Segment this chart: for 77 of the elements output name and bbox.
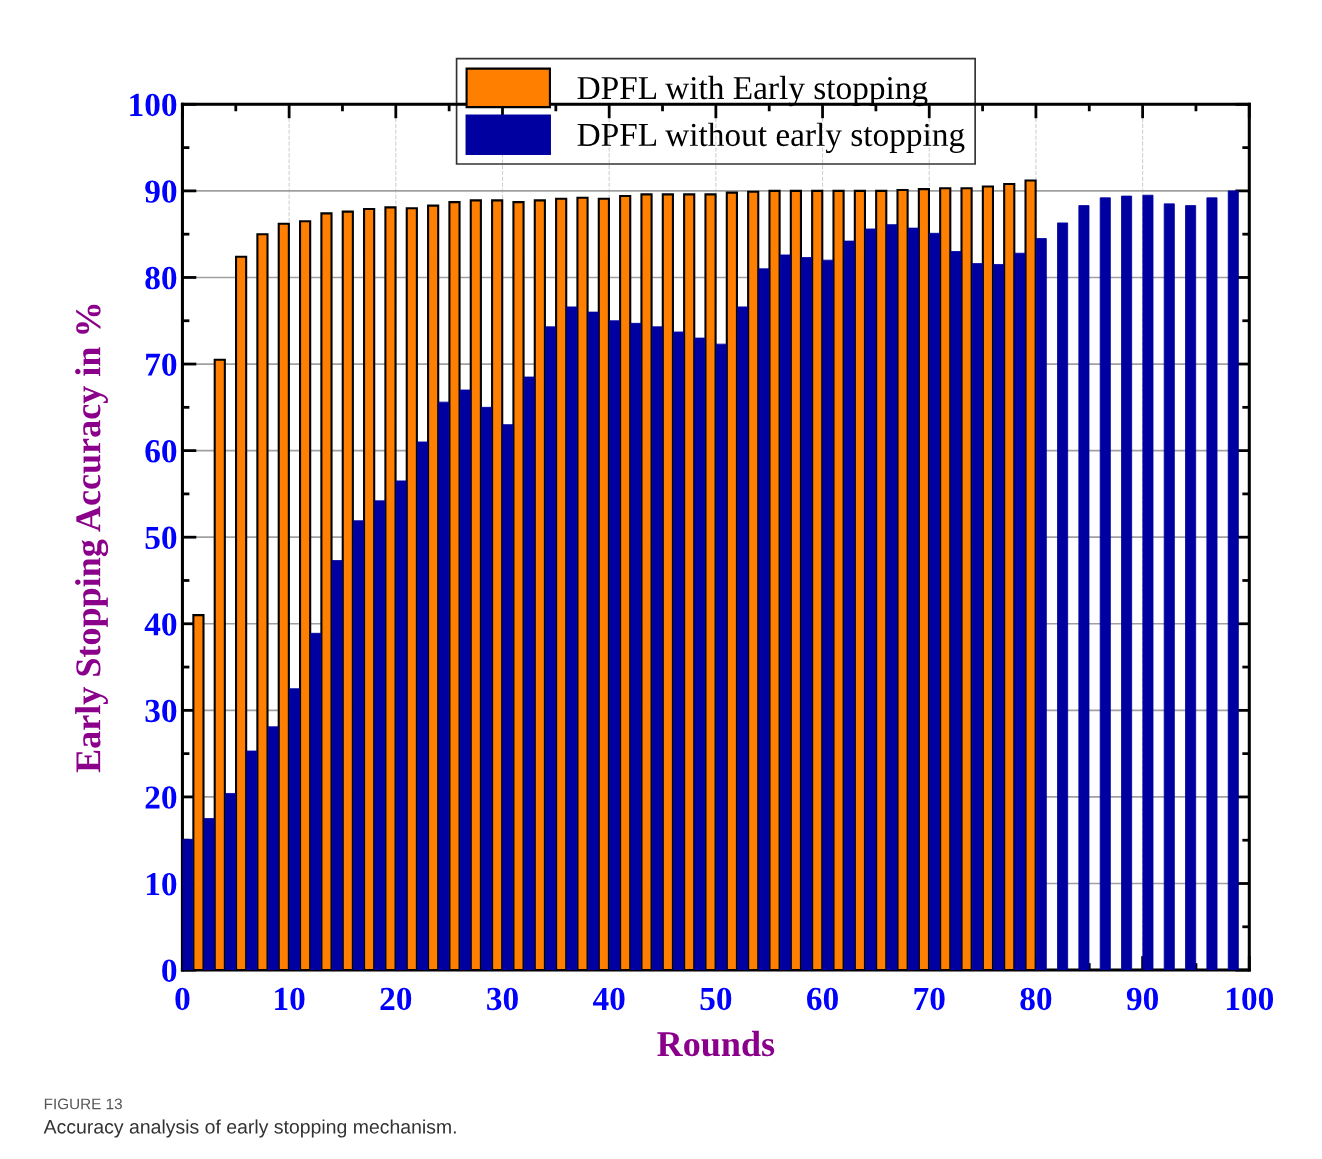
x-tick-label: 100	[1226, 987, 1274, 1011]
bar	[673, 331, 685, 971]
y-tick-label: 20	[145, 786, 177, 809]
bar	[566, 306, 578, 971]
x-tick-label: 30	[487, 987, 518, 1011]
y-tick-label: 10	[146, 872, 177, 896]
bar	[609, 320, 620, 971]
bar	[907, 227, 919, 971]
bar	[1227, 190, 1239, 971]
bar	[758, 268, 770, 971]
bar	[587, 311, 599, 971]
bar	[331, 560, 343, 971]
bar	[694, 337, 706, 971]
bar	[182, 838, 194, 971]
bar	[1099, 197, 1111, 971]
bar	[1057, 222, 1069, 971]
bar	[1163, 203, 1175, 971]
bar	[779, 254, 791, 971]
y-axis-title: Early Stopping Accuracy in %	[75, 304, 109, 773]
x-tick-label: 20	[380, 987, 412, 1011]
bar	[715, 343, 727, 971]
bar	[310, 632, 322, 971]
bar	[1014, 252, 1026, 971]
y-tick-label: 90	[145, 180, 177, 203]
bar	[481, 406, 492, 971]
bar	[288, 688, 300, 971]
x-tick-label: 90	[1126, 987, 1158, 1011]
bar	[1121, 195, 1133, 971]
bar	[1078, 205, 1090, 971]
bar	[950, 251, 962, 971]
bar	[523, 376, 535, 971]
y-tick-label: 100	[130, 93, 177, 117]
y-tick-label: 40	[144, 613, 177, 636]
y-tick-label: 60	[145, 440, 177, 463]
bar	[651, 326, 663, 971]
y-tick-label: 50	[145, 526, 177, 550]
bar	[822, 259, 834, 971]
bar	[1185, 205, 1197, 971]
y-tick-label: 80	[145, 266, 177, 290]
bar	[801, 257, 813, 971]
x-tick-label: 50	[700, 987, 732, 1011]
bar	[246, 750, 258, 971]
bar	[993, 264, 1005, 971]
bar	[374, 500, 386, 971]
bar	[843, 240, 855, 971]
x-tick-label: 70	[914, 987, 945, 1011]
bar	[203, 818, 215, 971]
bar	[865, 228, 877, 971]
y-tick-label: 0	[162, 959, 177, 982]
bar	[545, 326, 556, 971]
bar	[737, 306, 749, 971]
bar	[459, 389, 471, 971]
bar	[1035, 238, 1047, 971]
bar	[502, 424, 514, 971]
bar	[630, 322, 642, 971]
bar	[929, 232, 941, 971]
bar	[395, 480, 407, 971]
bar	[1206, 197, 1218, 971]
bar	[224, 793, 236, 971]
y-tick-label: 70	[146, 353, 177, 376]
bar	[267, 726, 279, 971]
bar	[352, 520, 364, 971]
legend-label: DPFL without early stopping	[577, 122, 965, 153]
bar	[1142, 194, 1154, 971]
x-axis-title: Rounds	[657, 1030, 775, 1057]
text: Accuracy analysis of early stopping mechanism.	[43, 1119, 456, 1138]
x-tick-label: 80	[1020, 987, 1052, 1011]
y-tick-label: 30	[145, 699, 177, 723]
x-tick-label: 60	[807, 987, 838, 1011]
bar	[416, 441, 428, 971]
x-tick-label: 10	[275, 987, 305, 1011]
legend-label: DPFL with Early stopping	[577, 75, 928, 107]
bar	[438, 401, 450, 971]
caption: FIGURE 13	[44, 1098, 122, 1110]
bar	[971, 263, 983, 971]
x-tick-label: 40	[592, 987, 625, 1011]
bar	[886, 224, 898, 971]
